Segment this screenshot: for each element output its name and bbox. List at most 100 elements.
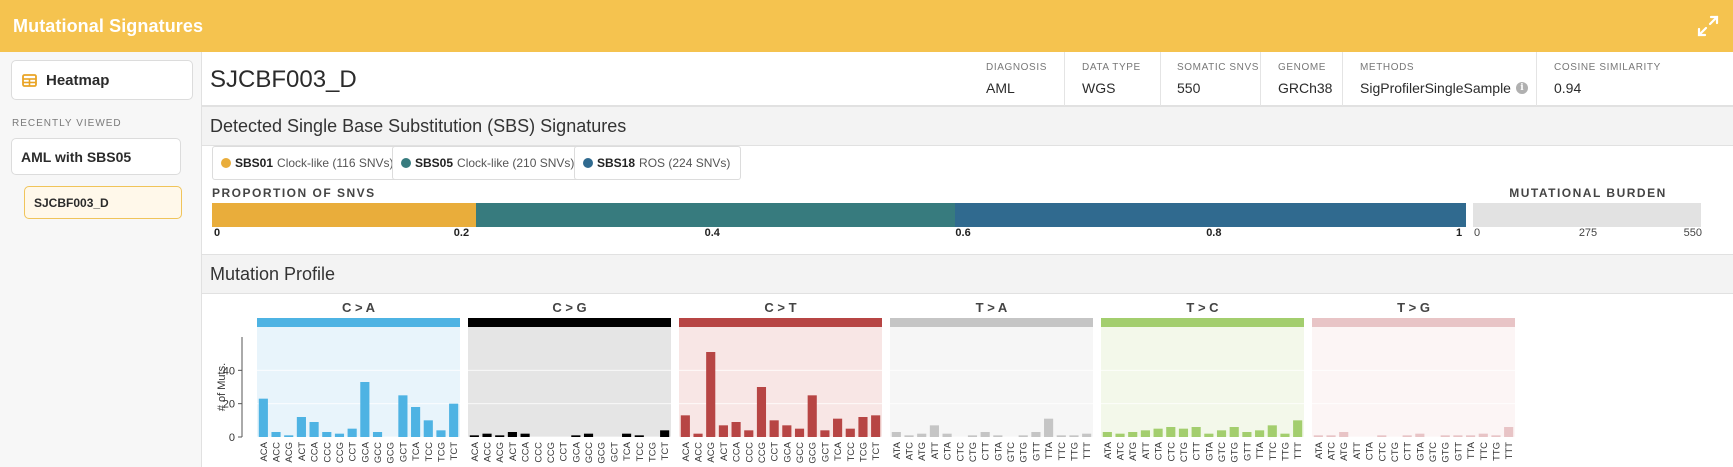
context-label: ACT (508, 442, 519, 461)
context-label: GCC (584, 442, 595, 463)
context-label: TCA (833, 441, 844, 461)
mutation-bar (1402, 435, 1412, 437)
group-color-band (1312, 318, 1515, 327)
app-titlebar: Mutational Signatures (0, 0, 1733, 52)
burden-heading: MUTATIONAL BURDEN (1509, 186, 1667, 200)
legend-id: SBS01 (235, 156, 274, 170)
legend-count: (210 SNVs) (512, 156, 575, 170)
mutation-bar (1453, 435, 1463, 437)
context-label: TTG (1069, 442, 1080, 461)
proportion-tick: 0.8 (1206, 227, 1222, 239)
legend-sbs18[interactable]: SBS18 ROS (224 SNVs) (574, 146, 742, 180)
proportion-tick: 0.4 (704, 227, 720, 239)
mutation-bar (1313, 435, 1323, 437)
mutation-bar (271, 432, 281, 437)
meta-value: SigProfilerSingleSample (1360, 80, 1511, 96)
expand-icon[interactable] (1697, 15, 1719, 37)
mutation-bar (967, 435, 978, 437)
legend-sbs05[interactable]: SBS05 Clock-like (210 SNVs) (392, 146, 586, 180)
mutation-bar (411, 407, 421, 437)
mutation-bar (334, 433, 345, 437)
context-label: CTT (1192, 442, 1203, 461)
recent-group-item[interactable]: AML with SBS05 (11, 138, 181, 175)
context-label: GCG (808, 442, 819, 464)
meta-value: WGS (1082, 80, 1116, 96)
context-label: ACA (681, 441, 692, 461)
context-label: CCA (521, 441, 532, 462)
context-label: GTC (1428, 442, 1439, 462)
info-icon[interactable]: i (1515, 82, 1528, 94)
mutation-bar (782, 425, 792, 437)
context-label: TTA (1044, 441, 1055, 459)
context-label: CCC (744, 442, 755, 463)
meta-value: 0.94 (1554, 80, 1582, 96)
context-label: GCT (398, 442, 409, 462)
context-label: CCT (348, 442, 359, 462)
group-background (257, 327, 460, 437)
proportion-segment-sbs18[interactable] (955, 203, 1466, 227)
nav-heatmap-label: Heatmap (46, 71, 110, 89)
group-background (1101, 327, 1304, 437)
burden-bar (1473, 203, 1701, 227)
meta-key: GENOME (1278, 62, 1327, 73)
context-label: TCC (424, 442, 435, 462)
legend-count: (224 SNVs) (668, 156, 731, 170)
context-label: ACG (495, 442, 506, 463)
context-label: GCT (820, 442, 831, 462)
mutation-bar (469, 435, 479, 437)
proportion-heading: PROPORTION OF SNVS (212, 186, 376, 200)
proportion-tick: 0.2 (453, 227, 470, 239)
table-icon (22, 73, 37, 87)
context-label: CCA (732, 441, 743, 462)
mutation-bar (1018, 435, 1028, 437)
context-label: CCG (335, 442, 346, 463)
proportion-segment-sbs01[interactable] (212, 203, 477, 227)
mutation-bar (1466, 435, 1476, 437)
context-label: ACT (297, 442, 308, 461)
context-label: ATT (930, 442, 941, 459)
context-label: GTG (1230, 442, 1241, 463)
mutation-bar (833, 418, 843, 437)
context-label: ACG (706, 442, 717, 463)
mutation-bar (1102, 432, 1112, 437)
context-label: ACT (719, 442, 730, 461)
context-label: CTG (1179, 442, 1190, 462)
mutation-bar (1267, 425, 1277, 437)
mutation-bar (258, 398, 268, 437)
sbs01-color-swatch (221, 158, 231, 168)
context-label: ACC (272, 442, 283, 462)
mutation-bar (794, 428, 805, 437)
mutation-bar (1255, 430, 1265, 437)
context-label: ATG (917, 442, 928, 461)
group-background (1312, 327, 1515, 437)
mutation-bar (660, 430, 670, 437)
group-color-band (257, 318, 460, 327)
context-label: TCG (436, 442, 447, 462)
group-background (468, 327, 671, 437)
mutation-bar (1140, 430, 1150, 437)
context-label: CTC (955, 442, 966, 462)
proportion-tick: 0 (214, 227, 221, 239)
meta-value: GRCh38 (1278, 80, 1333, 96)
meta-key: COSINE SIMILARITY (1554, 62, 1661, 73)
meta-cosine-similarity: COSINE SIMILARITY 0.94 (1536, 52, 1676, 106)
recent-sample-item[interactable]: SJCBF003_D (24, 186, 182, 219)
context-label: GTT (1031, 442, 1042, 461)
context-label: TCC (846, 442, 857, 462)
proportion-segment-sbs05[interactable] (476, 203, 956, 227)
burden-tick: 0 (1474, 227, 1481, 239)
mutation-bar (1082, 433, 1092, 437)
mutation-bar (1166, 427, 1176, 437)
group-color-band (1101, 318, 1304, 327)
nav-heatmap-button[interactable]: Heatmap (11, 60, 193, 100)
app-title: Mutational Signatures (13, 15, 204, 36)
context-label: TTA (1255, 441, 1266, 459)
context-label: ATA (1103, 441, 1114, 459)
context-label: CCT (559, 442, 570, 462)
legend-sbs01[interactable]: SBS01 Clock-like (116 SNVs) (212, 146, 405, 180)
proportion-tick: 0.6 (955, 227, 971, 239)
mutation-bar (1191, 427, 1201, 437)
sample-title: SJCBF003_D (210, 66, 357, 93)
sbs18-color-swatch (583, 158, 593, 168)
context-label: ATG (1339, 442, 1350, 461)
